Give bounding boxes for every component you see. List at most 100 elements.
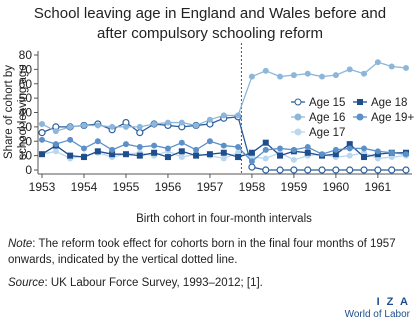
marker xyxy=(262,139,269,146)
legend-marker xyxy=(294,113,302,121)
marker xyxy=(277,152,284,159)
marker xyxy=(206,138,213,145)
marker xyxy=(361,70,368,77)
legend-marker xyxy=(357,99,363,105)
marker xyxy=(248,158,255,165)
marker xyxy=(136,123,143,130)
marker xyxy=(277,73,284,80)
marker xyxy=(193,122,200,129)
chart-title: School leaving age in England and Wales … xyxy=(34,5,386,22)
marker xyxy=(262,67,269,74)
y-tick-label: 80 xyxy=(19,48,33,62)
legend-label: Age 18 xyxy=(371,97,407,109)
legend-label: Age 17 xyxy=(309,127,345,139)
marker xyxy=(136,152,143,159)
marker xyxy=(39,121,45,127)
x-tick-label: 1955 xyxy=(113,180,140,194)
marker xyxy=(319,151,326,158)
marker xyxy=(304,149,311,156)
x-axis-label: Birth cohort in four-month intervals xyxy=(136,213,312,225)
marker xyxy=(235,154,242,161)
marker xyxy=(151,149,158,156)
source-text: : UK Labour Force Survey, 1993–2012; [1]… xyxy=(44,277,263,289)
marker xyxy=(290,156,297,163)
marker xyxy=(206,116,213,123)
marker xyxy=(262,166,270,174)
marker xyxy=(304,70,311,77)
marker xyxy=(220,155,227,162)
marker xyxy=(178,139,185,146)
marker xyxy=(290,72,297,79)
marker xyxy=(360,166,368,174)
y-tick-label: 0 xyxy=(25,163,32,177)
x-tick-label: 1957 xyxy=(197,180,224,194)
marker xyxy=(332,166,340,174)
marker xyxy=(151,142,158,149)
y-tick-label: 70 xyxy=(19,62,33,76)
legend-label: Age 15 xyxy=(309,97,345,109)
marker xyxy=(304,144,311,150)
marker xyxy=(304,166,312,174)
marker xyxy=(262,146,269,153)
marker xyxy=(388,166,396,174)
marker xyxy=(122,151,129,158)
marker xyxy=(80,154,87,161)
x-tick-label: 1958 xyxy=(239,180,266,194)
series xyxy=(39,59,409,135)
y-tick-label: 20 xyxy=(19,134,33,148)
marker xyxy=(193,152,200,159)
source-label: Source xyxy=(8,277,45,289)
marker xyxy=(94,148,101,155)
marker xyxy=(388,149,395,156)
y-axis-label: school leaving age xyxy=(17,64,29,159)
marker xyxy=(220,112,227,119)
marker xyxy=(122,123,129,130)
y-tick-label: 60 xyxy=(19,77,33,91)
y-axis-label: Share of cohort by xyxy=(3,65,15,159)
marker xyxy=(290,146,297,153)
marker xyxy=(374,148,381,155)
marker xyxy=(290,166,298,174)
marker xyxy=(318,166,326,174)
note-text: : The reform took effect for cohorts bor… xyxy=(8,238,396,266)
note-label: Note xyxy=(8,238,33,250)
marker xyxy=(94,122,101,129)
marker xyxy=(67,152,74,159)
marker xyxy=(39,151,45,158)
marker xyxy=(346,152,353,159)
marker xyxy=(109,123,116,130)
marker xyxy=(346,66,353,73)
marker xyxy=(67,123,74,130)
legend-label: Age 16 xyxy=(309,112,345,124)
marker xyxy=(277,145,284,152)
marker xyxy=(193,146,200,153)
series xyxy=(39,136,409,165)
y-tick-label: 40 xyxy=(19,106,33,120)
logo-text: World of Labor xyxy=(344,309,410,320)
marker xyxy=(262,155,269,162)
marker xyxy=(80,145,87,152)
marker xyxy=(122,141,129,148)
logo-mark: I Z A xyxy=(376,296,410,308)
y-tick-label: 30 xyxy=(19,120,33,134)
marker xyxy=(164,119,171,126)
chart-title: after compulsory schooling reform xyxy=(97,25,323,42)
marker xyxy=(220,142,227,149)
marker xyxy=(332,72,339,79)
marker xyxy=(136,144,143,150)
x-tick-label: 1960 xyxy=(323,180,350,194)
marker xyxy=(151,121,158,127)
marker xyxy=(388,63,395,70)
marker xyxy=(403,151,409,158)
marker xyxy=(319,73,326,80)
marker xyxy=(178,148,185,155)
y-tick-label: 10 xyxy=(19,149,33,163)
marker xyxy=(178,154,185,161)
marker xyxy=(178,119,185,126)
marker xyxy=(346,145,353,152)
marker xyxy=(235,144,242,150)
marker xyxy=(235,112,242,119)
x-tick-label: 1959 xyxy=(281,180,308,194)
marker xyxy=(109,151,116,158)
